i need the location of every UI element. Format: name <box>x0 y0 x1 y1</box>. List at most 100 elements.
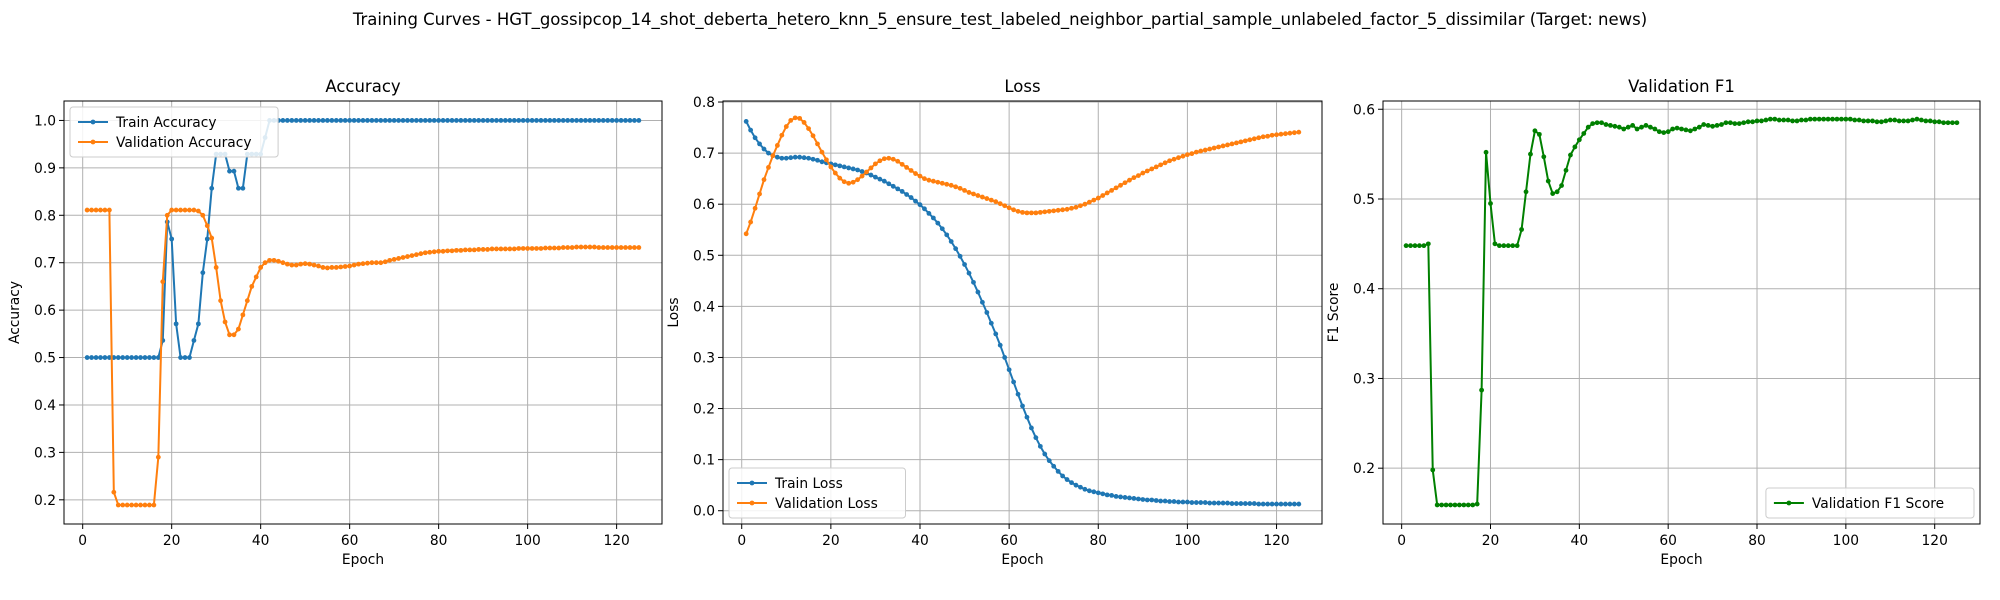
accuracy-data-point <box>236 185 241 191</box>
f1-data-point <box>1523 189 1529 195</box>
accuracy-data-point <box>418 251 424 257</box>
loss-data-point <box>788 118 794 123</box>
f1-data-point <box>1483 149 1489 155</box>
accuracy-data-point <box>115 355 121 360</box>
loss-data-point <box>1095 195 1101 201</box>
accuracy-xtick-label: 0 <box>78 533 87 549</box>
loss-data-point <box>1029 425 1034 431</box>
accuracy-ytick-label: 0.7 <box>34 256 56 272</box>
accuracy-data-point <box>462 247 468 253</box>
loss-ytick-label: 0.5 <box>693 248 715 264</box>
f1-data-point <box>1763 117 1769 123</box>
loss-data-point <box>1104 492 1110 498</box>
accuracy-data-point <box>276 258 281 264</box>
f1-ylabel: F1 Score <box>1326 283 1342 343</box>
accuracy-data-point <box>400 118 406 123</box>
loss-legend-label: Train Loss <box>774 476 843 492</box>
accuracy-data-point <box>378 118 384 123</box>
accuracy-data-point <box>271 257 277 263</box>
accuracy-data-point <box>382 118 388 123</box>
accuracy-data-point <box>422 118 428 123</box>
loss-data-point <box>1180 153 1186 159</box>
loss-data-point <box>1296 501 1302 507</box>
accuracy-xtick-label: 20 <box>163 533 181 549</box>
accuracy-data-point <box>413 118 419 123</box>
accuracy-data-point <box>93 355 99 360</box>
accuracy-data-point <box>373 118 379 123</box>
accuracy-data-point <box>600 245 606 250</box>
loss-data-point <box>886 155 892 161</box>
f1-data-point <box>1767 116 1773 122</box>
loss-data-point <box>1127 177 1132 183</box>
loss-data-point <box>1064 477 1070 482</box>
loss-data-point <box>988 197 994 203</box>
loss-data-point <box>806 155 811 161</box>
loss-data-point <box>801 120 807 125</box>
loss-data-point <box>761 146 767 152</box>
accuracy-data-point <box>565 245 571 250</box>
loss-data-point <box>895 158 901 164</box>
accuracy-data-point <box>551 245 557 251</box>
f1-ytick-label: 0.4 <box>1353 282 1375 298</box>
loss-data-point <box>1091 197 1097 203</box>
accuracy-data-point <box>449 118 455 123</box>
f1-data-point <box>1785 117 1791 123</box>
accuracy-data-point <box>351 262 357 268</box>
loss-data-point <box>1207 500 1213 506</box>
f1-data-point <box>1603 122 1609 127</box>
loss-data-point <box>743 231 749 237</box>
accuracy-data-point <box>262 260 268 266</box>
accuracy-data-point <box>462 118 468 123</box>
loss-data-point <box>1069 480 1074 486</box>
loss-data-point <box>1234 501 1239 506</box>
f1-data-point <box>1554 189 1560 195</box>
loss-data-point <box>1202 500 1208 505</box>
f1-data-point <box>1519 227 1524 232</box>
accuracy-data-point <box>467 247 473 253</box>
accuracy-xtick-label: 120 <box>603 533 629 549</box>
accuracy-data-point <box>240 185 246 191</box>
loss-data-point <box>908 195 914 200</box>
loss-data-point <box>792 154 798 160</box>
f1-ytick-label: 0.3 <box>1353 371 1375 387</box>
loss-data-point <box>841 179 847 185</box>
f1-data-point <box>1545 178 1551 184</box>
accuracy-ytick-label: 0.6 <box>34 303 56 319</box>
f1-data-point <box>1941 120 1946 126</box>
accuracy-data-point <box>471 118 477 123</box>
accuracy-data-point <box>311 118 317 123</box>
accuracy-legend: Train Accuracy Validation Accuracy <box>69 106 279 158</box>
f1-data-point <box>1630 123 1636 128</box>
f1-ytick-label: 0.6 <box>1353 102 1375 118</box>
f1-data-point <box>1923 118 1929 124</box>
accuracy-data-point <box>632 245 637 250</box>
f1-data-point <box>1594 120 1600 126</box>
loss-data-point <box>1153 164 1159 170</box>
loss-data-point <box>1046 208 1052 214</box>
f1-data-point <box>1754 118 1760 124</box>
loss-ytick-label: 0.6 <box>693 197 715 213</box>
loss-data-point <box>1131 175 1137 181</box>
loss-xtick-label: 20 <box>822 533 840 549</box>
accuracy-data-point <box>623 245 628 250</box>
loss-data-point <box>1060 207 1066 213</box>
loss-data-point <box>948 239 954 244</box>
accuracy-data-point <box>583 118 588 123</box>
accuracy-data-point <box>405 254 410 259</box>
f1-data-point <box>1807 116 1813 122</box>
accuracy-data-point <box>467 118 473 123</box>
accuracy-data-point <box>329 265 335 270</box>
loss-data-point <box>997 201 1003 207</box>
accuracy-data-point <box>365 260 370 266</box>
loss-data-point <box>766 165 771 170</box>
f1-data-point <box>1488 201 1493 206</box>
loss-data-point <box>953 246 959 252</box>
f1-data-point <box>1639 124 1644 130</box>
loss-data-point <box>1149 497 1155 503</box>
accuracy-ytick-label: 0.4 <box>34 398 56 414</box>
f1-data-point <box>1732 121 1738 127</box>
accuracy-data-point <box>373 260 379 266</box>
accuracy-data-point <box>387 118 393 123</box>
accuracy-data-point <box>578 244 584 250</box>
loss-data-point <box>815 157 820 163</box>
